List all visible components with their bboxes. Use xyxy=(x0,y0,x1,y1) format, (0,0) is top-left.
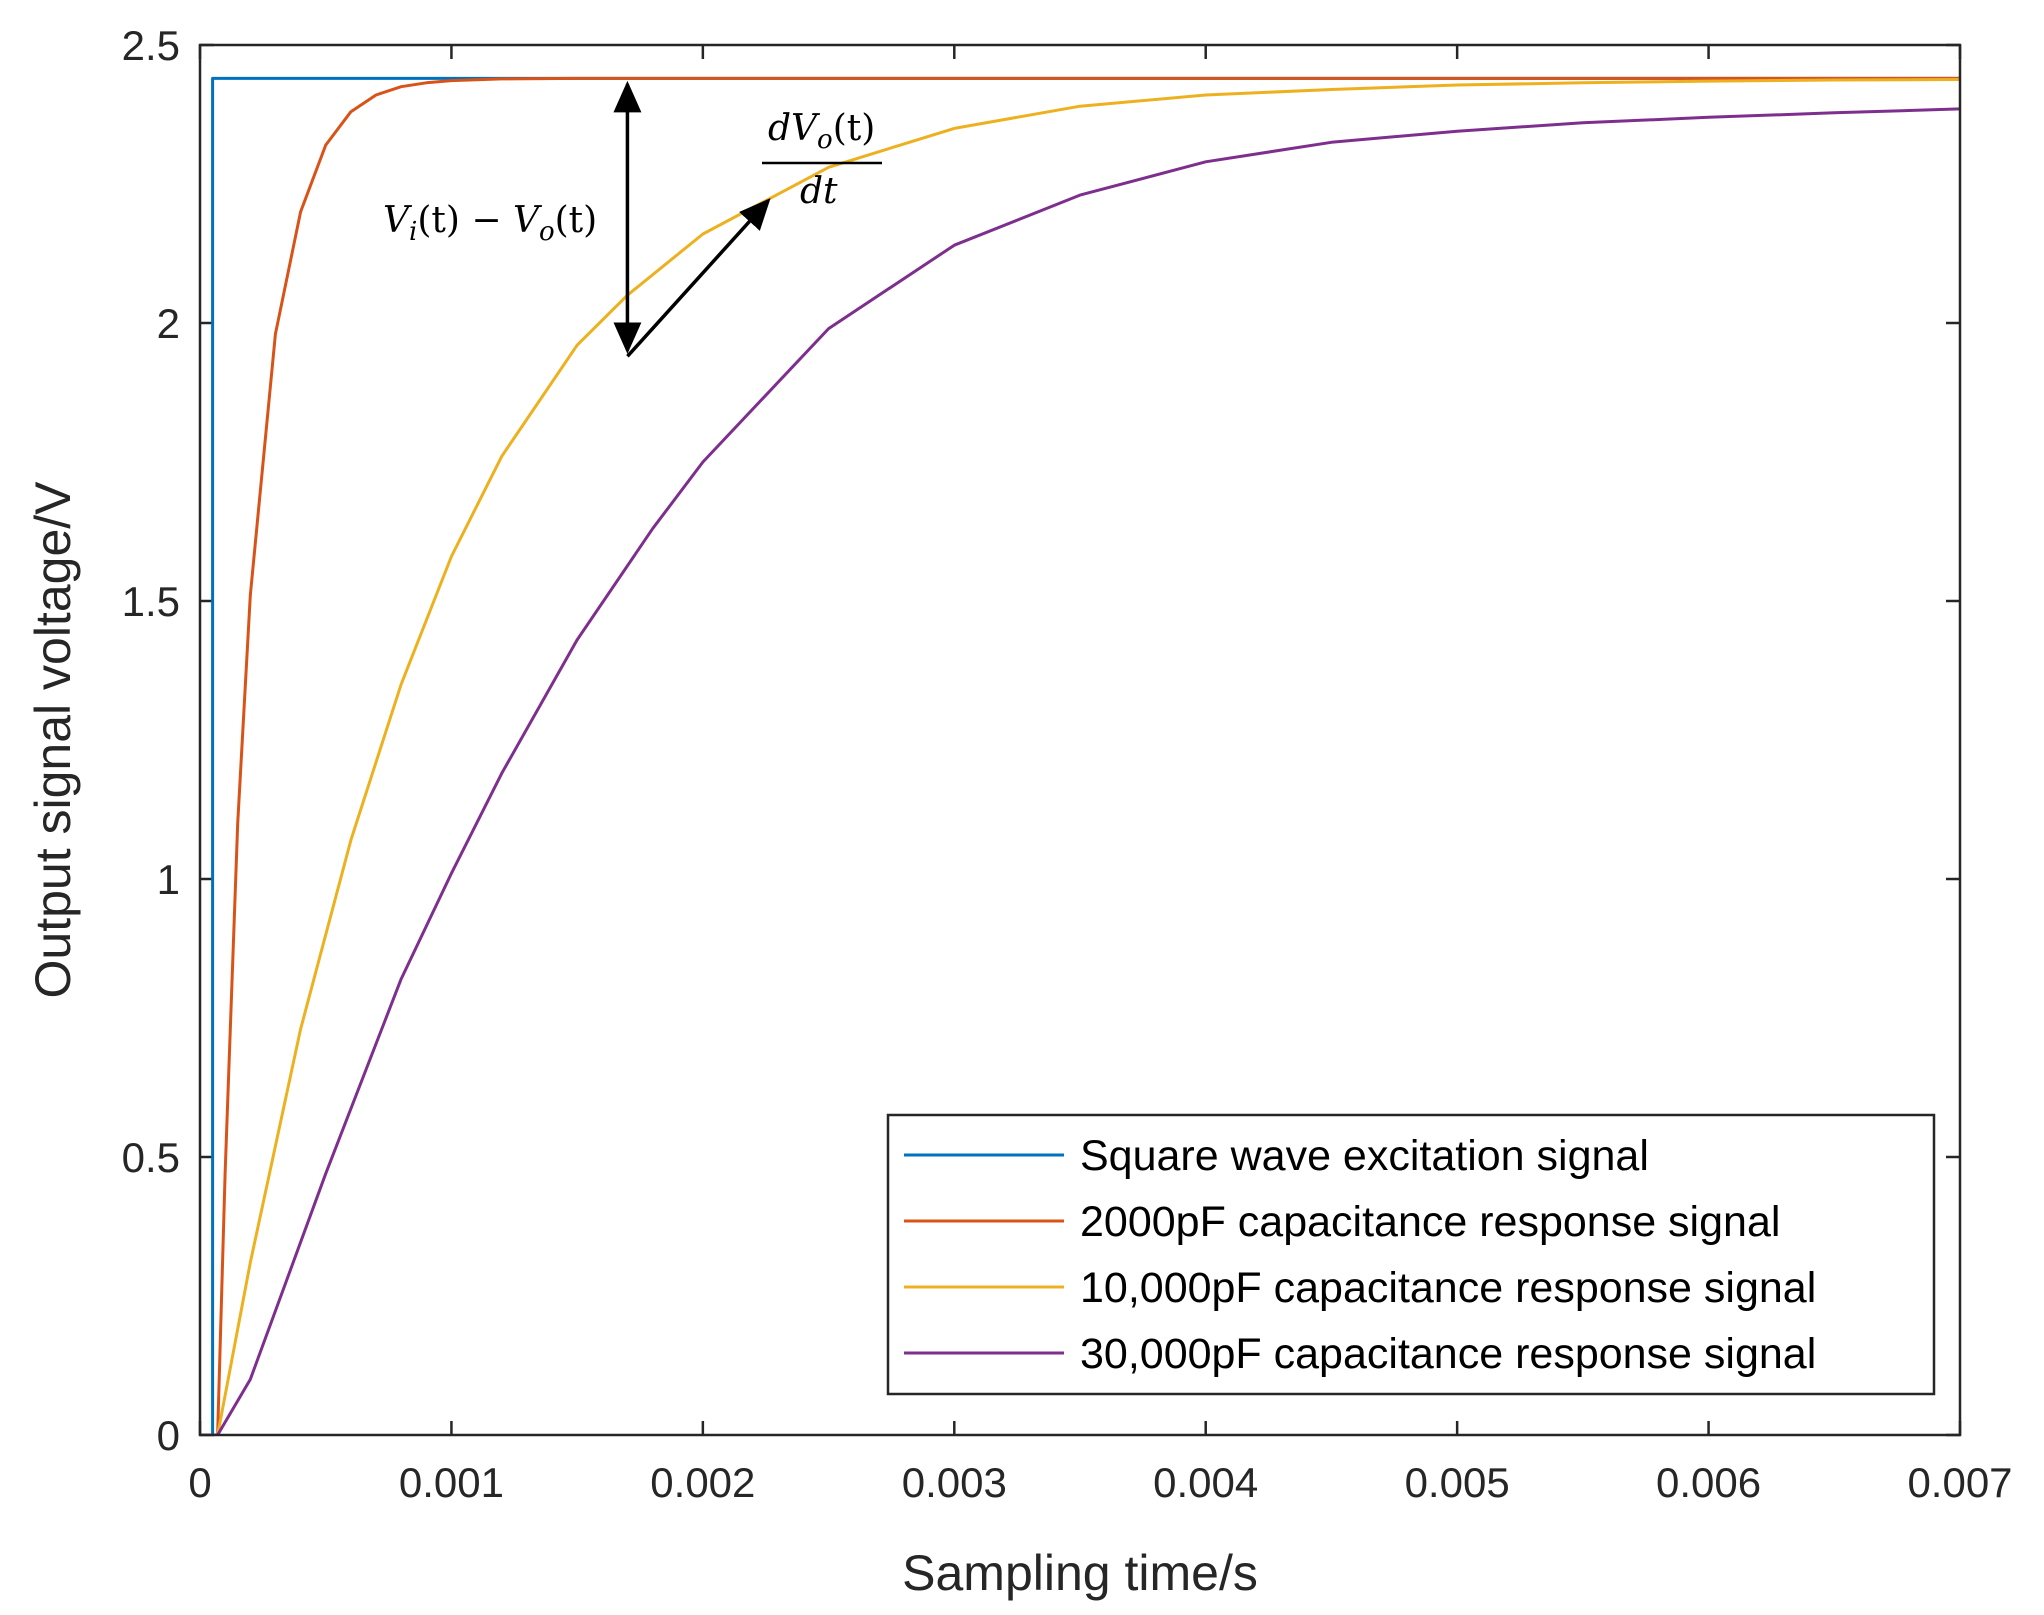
series-layer xyxy=(200,76,1960,1435)
x-tick-label: 0.001 xyxy=(399,1459,504,1506)
annotations: Vi(t) − Vo(t) dVo(t) dt xyxy=(383,80,882,358)
svg-text:dVo(t): dVo(t) xyxy=(768,108,875,155)
y-axis-title: Output signal voltage/V xyxy=(25,481,81,999)
y-tick-label: 0 xyxy=(157,1412,180,1459)
tick-labels: 0 0.001 0.002 0.003 0.004 0.005 0.006 0.007 0 0.5… xyxy=(122,22,2013,1506)
x-tick-label: 0.005 xyxy=(1405,1459,1510,1506)
legend: Square wave excitation signal 2000pF capa… xyxy=(886,1113,1936,1396)
series-line-4 xyxy=(200,107,1960,1435)
difference-annotation: Vi(t) − Vo(t) xyxy=(383,200,597,247)
legend-label-3: 10,000pF capacitance response signal xyxy=(1080,1264,1816,1312)
x-tick-label: 0.002 xyxy=(650,1459,755,1506)
x-tick-label: 0.003 xyxy=(902,1459,1007,1506)
y-tick-label: 1 xyxy=(157,856,180,903)
series-line-2 xyxy=(200,76,1960,1435)
legend-box xyxy=(886,1113,1936,1396)
y-tick-label: 1.5 xyxy=(122,578,180,625)
legend-label-4: 30,000pF capacitance response signal xyxy=(1080,1330,1816,1378)
x-axis-title: Sampling time/s xyxy=(902,1545,1258,1601)
legend-label-2: 2000pF capacitance response signal xyxy=(1080,1198,1780,1246)
y-tick-label: 0.5 xyxy=(122,1134,180,1181)
x-tick-label: 0.007 xyxy=(1907,1459,2012,1506)
svg-text:dt: dt xyxy=(800,171,838,212)
derivative-arrow xyxy=(626,198,771,358)
x-tick-label: 0.004 xyxy=(1153,1459,1258,1506)
derivative-annotation: dVo(t) dt xyxy=(762,108,882,212)
x-tick-label: 0 xyxy=(188,1459,211,1506)
legend-label-1: Square wave excitation signal xyxy=(1080,1132,1649,1180)
plot-frame xyxy=(198,43,1962,1437)
y-tick-label: 2.5 xyxy=(122,22,180,69)
y-tick-label: 2 xyxy=(157,300,180,347)
x-tick-label: 0.006 xyxy=(1656,1459,1761,1506)
series-line-3 xyxy=(200,78,1960,1435)
